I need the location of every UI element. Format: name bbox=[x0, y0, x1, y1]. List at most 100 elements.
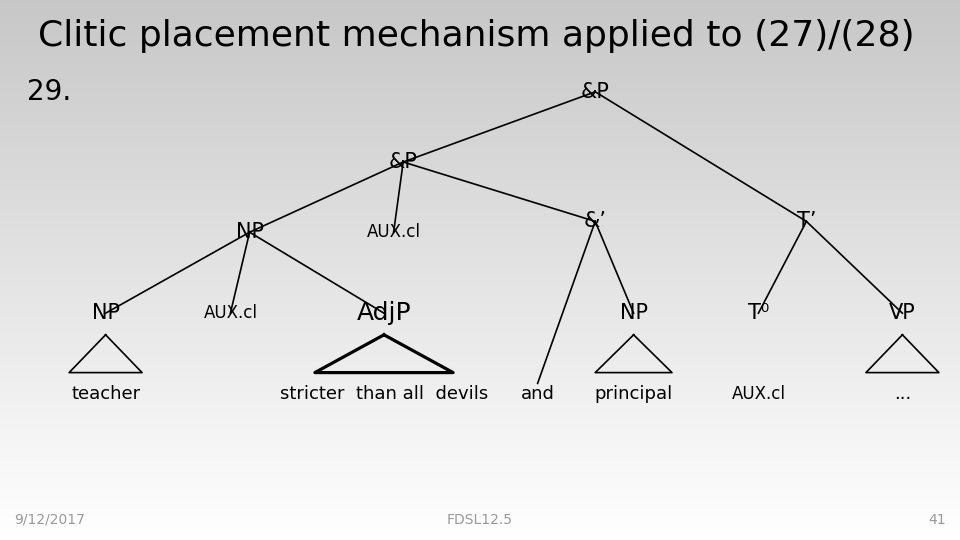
Bar bbox=[0, 502, 960, 504]
Bar bbox=[0, 284, 960, 286]
Bar bbox=[0, 538, 960, 540]
Bar bbox=[0, 260, 960, 262]
Bar bbox=[0, 496, 960, 498]
Bar bbox=[0, 51, 960, 53]
Bar bbox=[0, 212, 960, 214]
Bar bbox=[0, 478, 960, 481]
Bar bbox=[0, 148, 960, 150]
Bar bbox=[0, 64, 960, 66]
Bar bbox=[0, 165, 960, 167]
Bar bbox=[0, 252, 960, 254]
Bar bbox=[0, 44, 960, 46]
Bar bbox=[0, 339, 960, 341]
Bar bbox=[0, 40, 960, 42]
Bar bbox=[0, 504, 960, 506]
Bar bbox=[0, 472, 960, 474]
Bar bbox=[0, 57, 960, 59]
Bar bbox=[0, 438, 960, 441]
Bar bbox=[0, 445, 960, 447]
Text: NP: NP bbox=[91, 303, 120, 323]
Bar bbox=[0, 349, 960, 352]
Text: T’: T’ bbox=[797, 211, 816, 232]
Bar bbox=[0, 398, 960, 400]
Bar bbox=[0, 517, 960, 519]
Bar bbox=[0, 462, 960, 464]
Bar bbox=[0, 423, 960, 426]
Bar bbox=[0, 89, 960, 91]
Bar bbox=[0, 415, 960, 417]
Bar bbox=[0, 470, 960, 472]
Bar bbox=[0, 152, 960, 154]
Text: 9/12/2017: 9/12/2017 bbox=[14, 512, 85, 526]
Bar bbox=[0, 525, 960, 527]
Bar bbox=[0, 154, 960, 157]
Bar bbox=[0, 32, 960, 34]
Bar bbox=[0, 413, 960, 415]
Bar bbox=[0, 133, 960, 136]
Bar bbox=[0, 235, 960, 237]
Bar bbox=[0, 258, 960, 260]
Bar bbox=[0, 93, 960, 95]
Bar bbox=[0, 476, 960, 478]
Bar bbox=[0, 318, 960, 320]
Bar bbox=[0, 417, 960, 419]
Text: VP: VP bbox=[889, 303, 916, 323]
Bar bbox=[0, 95, 960, 97]
Bar bbox=[0, 72, 960, 74]
Text: 41: 41 bbox=[928, 512, 946, 526]
Bar bbox=[0, 271, 960, 273]
Bar bbox=[0, 436, 960, 438]
Bar bbox=[0, 38, 960, 40]
Bar bbox=[0, 375, 960, 377]
Bar bbox=[0, 368, 960, 370]
Bar bbox=[0, 23, 960, 25]
Text: AUX.cl: AUX.cl bbox=[204, 304, 257, 322]
Bar bbox=[0, 254, 960, 256]
Bar bbox=[0, 455, 960, 457]
Bar bbox=[0, 176, 960, 178]
Bar bbox=[0, 512, 960, 515]
Bar bbox=[0, 510, 960, 512]
Bar bbox=[0, 343, 960, 345]
Bar bbox=[0, 172, 960, 174]
Bar bbox=[0, 521, 960, 523]
Bar bbox=[0, 210, 960, 212]
Bar bbox=[0, 430, 960, 432]
Text: &P: &P bbox=[581, 82, 610, 102]
Bar bbox=[0, 191, 960, 193]
Bar bbox=[0, 127, 960, 129]
Bar bbox=[0, 529, 960, 531]
Bar bbox=[0, 140, 960, 142]
Bar bbox=[0, 356, 960, 358]
Bar bbox=[0, 489, 960, 491]
Bar bbox=[0, 457, 960, 460]
Bar bbox=[0, 508, 960, 510]
Bar bbox=[0, 269, 960, 271]
Bar bbox=[0, 231, 960, 233]
Bar bbox=[0, 76, 960, 78]
Bar bbox=[0, 407, 960, 409]
Bar bbox=[0, 362, 960, 365]
Bar bbox=[0, 396, 960, 398]
Bar bbox=[0, 487, 960, 489]
Bar bbox=[0, 527, 960, 529]
Text: &P: &P bbox=[389, 152, 418, 172]
Bar bbox=[0, 174, 960, 176]
Bar bbox=[0, 345, 960, 347]
Text: NP: NP bbox=[619, 303, 648, 323]
Bar bbox=[0, 394, 960, 396]
Bar bbox=[0, 474, 960, 476]
Bar bbox=[0, 392, 960, 394]
Bar bbox=[0, 13, 960, 15]
Bar bbox=[0, 460, 960, 462]
Bar bbox=[0, 449, 960, 451]
Bar bbox=[0, 159, 960, 161]
Bar bbox=[0, 421, 960, 423]
Bar bbox=[0, 360, 960, 362]
Bar bbox=[0, 142, 960, 144]
Bar bbox=[0, 531, 960, 534]
Bar bbox=[0, 290, 960, 292]
Bar bbox=[0, 491, 960, 494]
Bar bbox=[0, 167, 960, 170]
Bar bbox=[0, 262, 960, 265]
